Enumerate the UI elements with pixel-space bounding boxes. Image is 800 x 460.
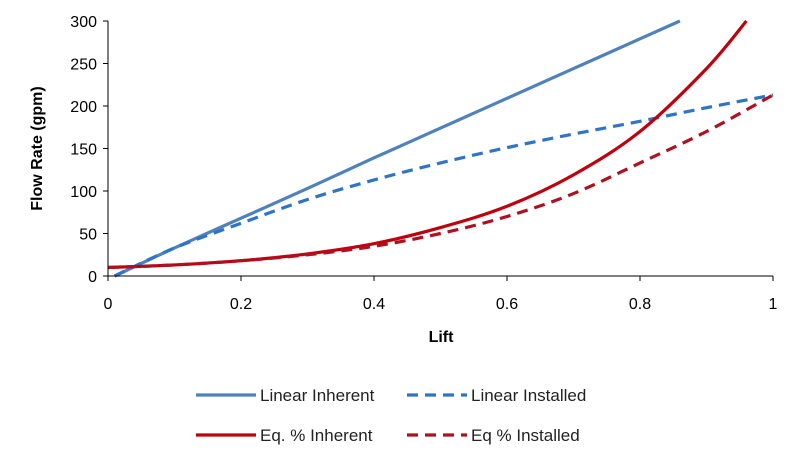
y-tick-label: 50 [79,227,97,244]
y-axis-ticks: 0 50 100 150 200 250 300 [70,14,108,286]
legend-item: Eq. % Inherent [196,426,373,445]
legend: Linear Inherent Linear Installed Eq. % Inh… [196,386,586,445]
x-tick-label: 0.6 [496,296,518,313]
series-line-linear-installed [113,93,774,278]
x-axis-title: Lift [429,329,455,346]
y-tick-label: 250 [70,57,97,74]
legend-item: Eq % Installed [407,426,580,445]
y-axis-title: Flow Rate (gpm) [29,86,46,210]
y-tick-label: 200 [70,99,97,116]
y-tick-label: 100 [70,184,97,201]
series-line-eq-inherent [107,19,748,270]
series-line-eq-installed [107,93,774,270]
x-tick-label: 0.2 [230,296,252,313]
y-tick-label: 0 [88,269,97,286]
x-tick-label: 0.8 [629,296,651,313]
legend-label: Linear Inherent [260,386,375,405]
x-tick-label: 0 [104,296,113,313]
y-tick-label: 150 [70,142,97,159]
series-line-linear-inherent [113,19,681,278]
x-tick-label: 0.4 [363,296,385,313]
series-lines [107,19,774,278]
x-axis-ticks: 0 0.2 0.4 0.6 0.8 1 [104,276,778,313]
legend-item: Linear Inherent [196,386,375,405]
legend-label: Linear Installed [471,386,586,405]
x-tick-label: 1 [769,296,778,313]
y-tick-label: 300 [70,14,97,31]
legend-item: Linear Installed [407,386,586,405]
legend-label: Eq % Installed [471,426,580,445]
legend-label: Eq. % Inherent [260,426,373,445]
